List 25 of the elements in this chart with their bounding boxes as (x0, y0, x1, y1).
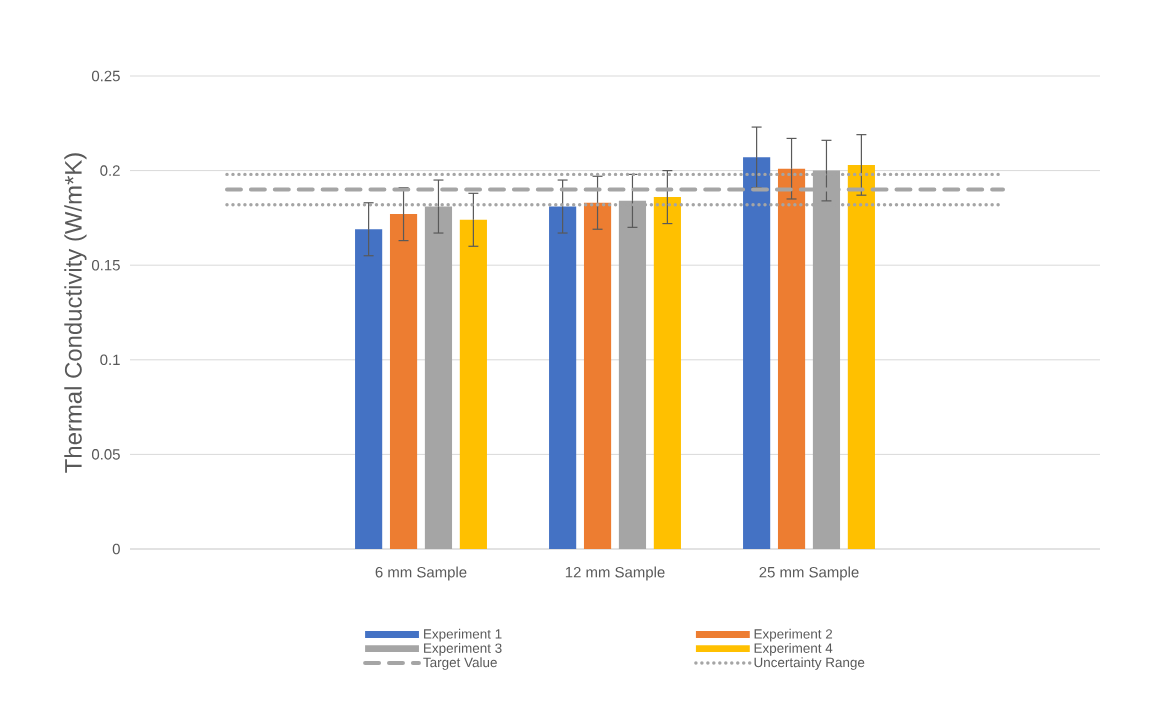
bar (847, 164, 875, 549)
bar (459, 219, 487, 549)
bar (549, 206, 577, 549)
bar (355, 229, 383, 549)
bar (389, 214, 418, 549)
bar (777, 168, 806, 549)
bar (743, 157, 771, 549)
bar (653, 197, 681, 549)
y-tick-label: 0 (112, 543, 120, 555)
legend-label: Experiment 3 (424, 643, 502, 656)
bar (583, 202, 612, 549)
y-tick-label: 0.05 (91, 449, 120, 460)
legend-label: Experiment 4 (754, 643, 833, 656)
legend-label: Experiment 1 (424, 628, 502, 642)
y-axis-title: Thermal Conductivity (W/m*K) (64, 153, 87, 473)
y-tick-label: 0.1 (100, 354, 120, 366)
y-tick-label: 0.15 (91, 259, 120, 271)
y-tick-label: 0.2 (100, 165, 120, 176)
legend-label: Uncertainty Range (754, 657, 865, 670)
x-tick-label: 12 mm Sample (565, 566, 665, 581)
x-tick-label: 6 mm Sample (375, 566, 467, 581)
y-tick-label: 0.25 (91, 70, 120, 82)
x-tick-label: 25 mm Sample (759, 566, 859, 581)
legend-label: Target Value (423, 657, 497, 670)
legend-label: Experiment 2 (754, 628, 833, 642)
